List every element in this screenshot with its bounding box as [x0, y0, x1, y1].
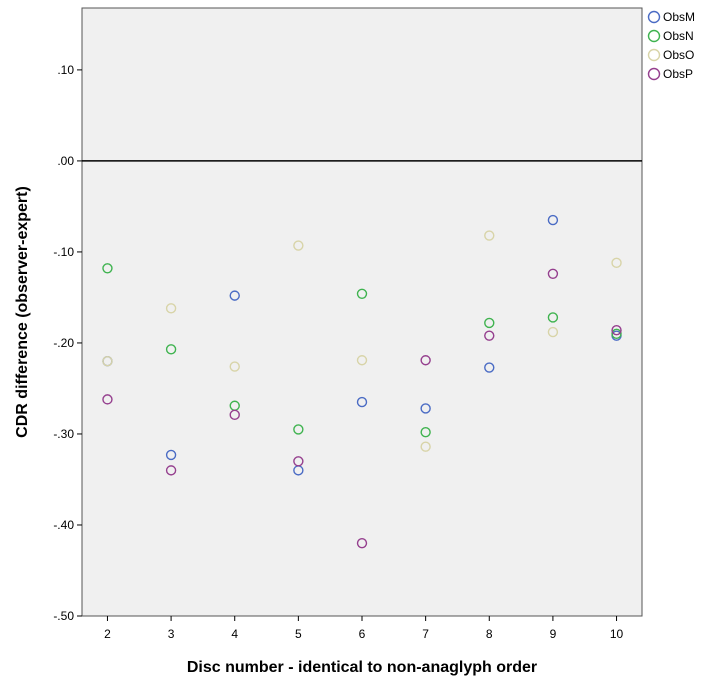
- data-point-obsp: [293, 456, 304, 467]
- legend-label-obsm: ObsM: [663, 10, 695, 24]
- data-point-obsp: [484, 330, 495, 341]
- data-point-obso: [165, 303, 177, 314]
- x-tick-label: 4: [231, 627, 238, 641]
- data-point-obso: [356, 355, 368, 366]
- y-tick-label: -.50: [53, 609, 74, 623]
- y-axis-title: CDR difference (observer-expert): [14, 186, 31, 438]
- data-point-obsn: [356, 288, 368, 299]
- x-tick-label: 6: [359, 627, 366, 641]
- x-tick-label: 3: [168, 627, 175, 641]
- data-point-obsp: [229, 409, 240, 421]
- x-axis-title: Disc number - identical to non-anaglyph …: [187, 659, 537, 676]
- data-point-obsp: [420, 355, 431, 366]
- data-point-obso: [293, 240, 304, 251]
- y-tick-label: -.40: [53, 518, 74, 532]
- data-point-obsn: [420, 426, 431, 438]
- data-point-obsm: [165, 449, 177, 461]
- x-tick-label: 7: [422, 627, 429, 641]
- data-point-obso: [484, 230, 495, 241]
- y-tick-label: -.20: [53, 336, 74, 350]
- legend-marker-obso: [647, 48, 661, 62]
- data-point-obso: [547, 326, 559, 338]
- legend-marker-obsm: [647, 10, 661, 24]
- data-point-obsm: [484, 362, 495, 373]
- legend-label-obso: ObsO: [663, 48, 694, 62]
- data-point-obsp: [165, 465, 177, 476]
- data-point-obso: [229, 361, 240, 372]
- data-point-obsp: [356, 537, 368, 549]
- data-point-obsm: [356, 396, 368, 408]
- data-point-obso: [102, 355, 113, 367]
- data-point-obso: [611, 257, 622, 269]
- data-point-obsp: [611, 325, 622, 336]
- data-point-obsn: [547, 312, 559, 323]
- data-point-obsn: [102, 263, 113, 274]
- data-point-obsn: [293, 424, 304, 435]
- x-tick-label: 10: [610, 627, 624, 641]
- data-point-obsp: [547, 268, 559, 279]
- x-tick-label: 9: [550, 627, 557, 641]
- y-tick-label: .10: [57, 63, 74, 77]
- data-point-obsm: [547, 214, 559, 226]
- legend-label-obsn: ObsN: [663, 29, 694, 43]
- data-point-obsp: [102, 394, 113, 405]
- x-tick-label: 2: [104, 627, 111, 641]
- x-tick-label: 5: [295, 627, 302, 641]
- data-point-obso: [420, 441, 431, 452]
- data-point-obsn: [611, 328, 622, 340]
- legend-marker-obsn: [647, 29, 661, 43]
- x-tick-label: 8: [486, 627, 493, 641]
- y-tick-label: .00: [57, 154, 74, 168]
- data-point-obsm: [229, 290, 240, 301]
- legend-marker-obsp: [647, 67, 661, 81]
- data-point-obsn: [165, 344, 177, 355]
- plot-area: [81, 7, 643, 617]
- y-tick-label: -.30: [53, 427, 74, 441]
- y-tick-label: -.10: [53, 245, 74, 259]
- data-point-obsn: [484, 317, 495, 329]
- data-point-obsm: [420, 403, 431, 414]
- legend-label-obsp: ObsP: [663, 67, 693, 81]
